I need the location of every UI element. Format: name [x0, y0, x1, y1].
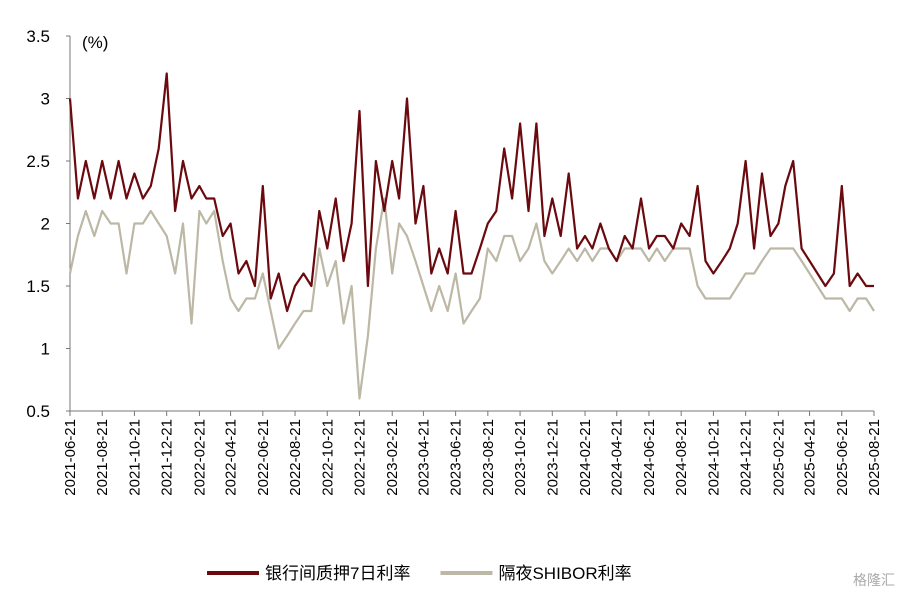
x-tick-label: 2024-06-21 [641, 419, 658, 496]
x-tick-label: 2024-12-21 [738, 419, 755, 496]
y-tick-label: 2.5 [26, 152, 50, 171]
x-tick-label: 2023-04-21 [415, 419, 432, 496]
x-tick-label: 2023-06-21 [448, 419, 465, 496]
x-tick-label: 2021-08-21 [94, 419, 111, 496]
x-tick-label: 2021-10-21 [126, 419, 143, 496]
x-tick-label: 2025-04-21 [802, 419, 819, 496]
x-tick-label: 2025-06-21 [834, 419, 851, 496]
legend-label: 隔夜SHIBOR利率 [498, 564, 631, 583]
y-tick-label: 2 [41, 215, 50, 234]
x-tick-label: 2025-02-21 [770, 419, 787, 496]
legend-label: 银行间质押7日利率 [265, 564, 410, 583]
y-tick-label: 0.5 [26, 402, 50, 421]
x-tick-label: 2023-02-21 [384, 419, 401, 496]
y-tick-label: 1 [41, 340, 50, 359]
x-tick-label: 2021-12-21 [159, 419, 176, 496]
x-tick-label: 2023-12-21 [544, 419, 561, 496]
x-tick-label: 2021-06-21 [62, 419, 79, 496]
watermark: 格隆汇 [853, 572, 895, 588]
y-tick-label: 3.5 [26, 27, 50, 46]
x-tick-label: 2025-08-21 [866, 419, 883, 496]
x-tick-label: 2024-04-21 [609, 419, 626, 496]
y-tick-label: 1.5 [26, 277, 50, 296]
y-tick-label: 3 [41, 90, 50, 109]
x-tick-label: 2024-10-21 [705, 419, 722, 496]
x-tick-label: 2022-02-21 [191, 419, 208, 496]
x-tick-label: 2022-04-21 [223, 419, 240, 496]
x-tick-label: 2024-08-21 [673, 419, 690, 496]
x-tick-label: 2023-10-21 [512, 419, 529, 496]
x-tick-label: 2022-10-21 [319, 419, 336, 496]
x-tick-label: 2022-06-21 [255, 419, 272, 496]
x-tick-label: 2022-12-21 [351, 419, 368, 496]
series-line [68, 197, 875, 400]
series-line [68, 72, 874, 313]
x-tick-label: 2024-02-21 [577, 419, 594, 496]
unit-label: (%) [82, 33, 108, 52]
x-tick-label: 2022-08-21 [287, 419, 304, 496]
x-tick-label: 2023-08-21 [480, 419, 497, 496]
